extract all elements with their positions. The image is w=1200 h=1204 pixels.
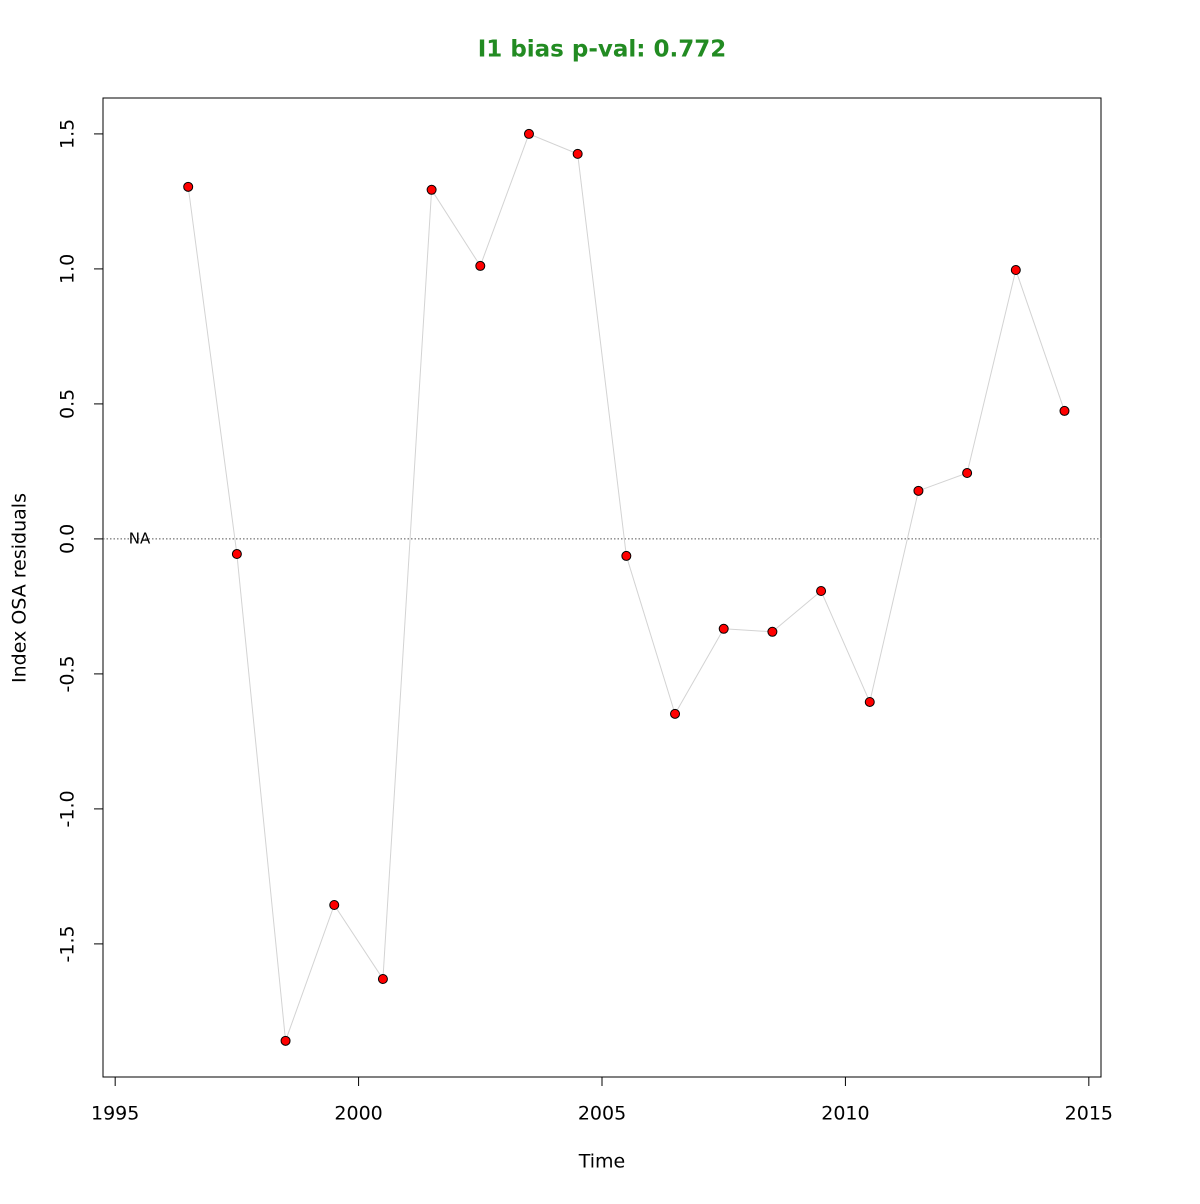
point	[962, 468, 973, 479]
point	[231, 549, 242, 560]
x-tick-label: 2000	[334, 1103, 382, 1125]
y-tick-label: 0.5	[57, 389, 79, 419]
y-tick-label: 0.0	[57, 524, 79, 554]
y-tick-label: 1.5	[57, 119, 79, 149]
chart-title: I1 bias p-val: 0.772	[478, 37, 727, 63]
x-tick-label: 2015	[1065, 1103, 1113, 1125]
series-line	[187, 133, 1065, 1041]
annotation: NA	[129, 529, 151, 547]
x-tick-label: 2005	[578, 1103, 626, 1125]
point	[183, 181, 194, 192]
y-tick-label: -1.0	[57, 790, 79, 827]
point	[329, 900, 340, 911]
point	[1010, 264, 1021, 275]
point	[475, 260, 486, 271]
plot-frame	[102, 97, 1102, 1078]
y-tick-label: -0.5	[57, 655, 79, 692]
point	[767, 626, 778, 637]
point	[864, 696, 875, 707]
point	[377, 973, 388, 984]
point	[426, 184, 437, 195]
point	[718, 623, 729, 634]
y-tick-label: 1.0	[57, 254, 79, 284]
x-axis-label: Time	[578, 1151, 626, 1173]
x-tick-label: 1995	[91, 1103, 139, 1125]
x-tick-label: 2010	[821, 1103, 869, 1125]
point	[621, 550, 632, 561]
point	[913, 485, 924, 496]
point	[572, 148, 583, 159]
point	[816, 586, 827, 597]
point	[1059, 405, 1070, 416]
point	[523, 128, 534, 139]
point	[280, 1035, 291, 1046]
y-axis-label: Index OSA residuals	[9, 493, 31, 683]
y-tick-label: -1.5	[57, 925, 79, 962]
point	[670, 708, 681, 719]
